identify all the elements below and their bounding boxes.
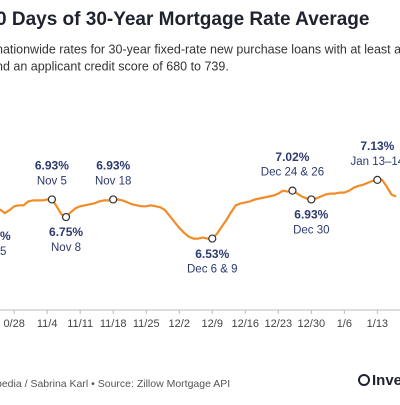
annotation-marker (208, 234, 217, 243)
x-tick-label: 12/9 (202, 318, 223, 330)
x-tick-label: 11/25 (133, 318, 160, 330)
x-tick-label: 11/18 (100, 318, 127, 330)
annotation-label: 6.93% (35, 159, 69, 173)
annotation-marker (47, 195, 56, 204)
annotation-marker (288, 186, 297, 195)
x-tick-label: 11/4 (37, 318, 58, 330)
subtitle: nd an applicant credit score of 680 to 7… (0, 59, 229, 73)
annotation-marker (307, 195, 316, 204)
x-tick-label: 1/6 (337, 318, 352, 330)
x-tick-label: 12/2 (169, 318, 190, 330)
annotation-marker (61, 212, 71, 222)
subtitle: nationwide rates for 30-year fixed-rate … (0, 42, 400, 56)
annotation-label: 6.93% (96, 159, 130, 173)
logo-icon (358, 374, 370, 386)
annotation-label: 6.75% (49, 225, 83, 239)
annotation-date: Nov 5 (37, 175, 67, 187)
annotation-label: 7.13% (360, 139, 394, 153)
annotation-date: Nov 18 (95, 175, 131, 187)
annotation-date: Jan 13–14 (350, 156, 400, 168)
annotation-label: 6.53% (195, 247, 229, 261)
annotation-label: % (0, 229, 11, 243)
chart-title: 0 Days of 30-Year Mortgage Rate Average (0, 9, 369, 30)
x-tick-label: 12/16 (232, 318, 260, 330)
annotation-date: Dec 6 & 9 (187, 264, 238, 276)
footer: pedia / Sabrina Karl • Source: Zillow Mo… (0, 378, 230, 390)
x-tick-label: 1/13 (367, 318, 388, 330)
annotation-date: Dec 30 (293, 224, 329, 236)
x-tick-label: 11/11 (67, 318, 93, 330)
annotation-label: 7.02% (275, 150, 309, 164)
annotation-date: Dec 24 & 26 (261, 167, 324, 179)
x-tick-label: 12/23 (265, 318, 293, 330)
x-tick-label: 0/28 (3, 318, 24, 330)
logo: Inves (372, 372, 400, 389)
annotation-marker (373, 175, 382, 184)
annotation-date: 5 (0, 246, 6, 258)
annotation-label: 6.93% (294, 208, 328, 222)
x-tick-label: 12/30 (298, 318, 326, 330)
annotation-marker (109, 195, 118, 204)
annotation-date: Nov 8 (51, 242, 81, 254)
